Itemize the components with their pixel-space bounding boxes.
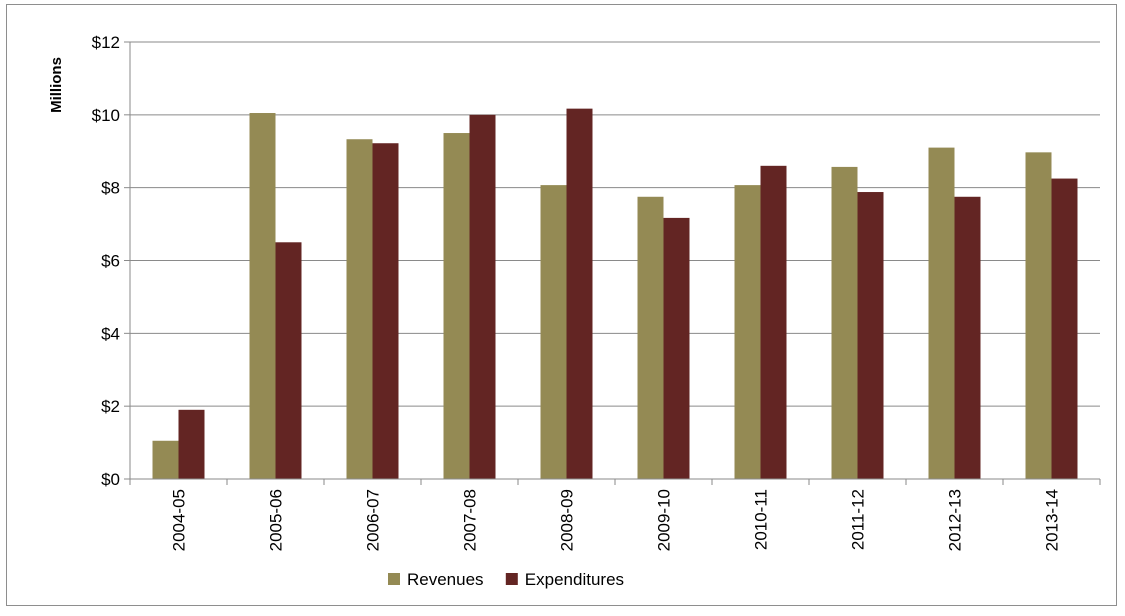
bar-expenditures: [275, 242, 302, 479]
bar-expenditures: [372, 143, 399, 479]
bar-revenues: [637, 196, 664, 480]
legend-swatch-revenues: [388, 573, 400, 585]
bar-revenues: [152, 440, 179, 479]
legend: Revenues Expenditures: [388, 570, 624, 589]
y-tick-label: $4: [101, 324, 120, 343]
bar-expenditures: [760, 165, 787, 480]
bar-revenues: [443, 133, 470, 479]
x-tick-label: 2007-08: [461, 489, 480, 551]
x-tick-labels: 2004-05 2005-06 2006-07 2007-08 2008-09 2009-…: [170, 489, 1062, 551]
y-tick-label: $10: [92, 106, 120, 125]
bar-revenues: [540, 185, 567, 479]
bar-expenditures: [954, 196, 981, 480]
x-tick-label: 2011-12: [849, 489, 868, 550]
y-axis-label: Millions: [48, 57, 65, 113]
bar-revenues: [346, 139, 373, 480]
x-tick-label: 2008-09: [558, 489, 577, 551]
bar-expenditures: [178, 409, 205, 479]
bar-expenditures: [469, 114, 496, 479]
y-tick-label: $12: [92, 33, 120, 52]
bar-revenues: [1025, 152, 1052, 479]
legend-label-expenditures: Expenditures: [525, 570, 624, 589]
x-tick-label: 2005-06: [267, 489, 286, 551]
bars: [152, 108, 1078, 480]
legend-swatch-expenditures: [505, 573, 518, 585]
bar-expenditures: [1051, 178, 1078, 479]
bar-revenues: [734, 185, 761, 479]
x-tick-label: 2009-10: [655, 489, 674, 551]
y-tick-label: $0: [101, 470, 120, 489]
bar-expenditures: [566, 108, 593, 479]
legend-label-revenues: Revenues: [407, 570, 484, 589]
axes: [129, 42, 1101, 485]
x-tick-label: 2006-07: [364, 489, 383, 551]
bar-revenues: [928, 147, 955, 479]
x-tick-label: 2004-05: [170, 489, 189, 551]
y-tick-label: $2: [101, 397, 120, 416]
bar-revenues: [249, 113, 276, 479]
bar-revenues: [831, 166, 858, 479]
x-tick-label: 2012-13: [946, 489, 965, 551]
y-tick-label: $8: [101, 179, 120, 198]
bar-expenditures: [663, 217, 690, 479]
x-tick-label: 2013-14: [1043, 489, 1062, 551]
x-tick-label: 2010-11: [752, 489, 771, 550]
y-tick-labels: $0 $2 $4 $6 $8 $10 $12: [92, 33, 120, 489]
bar-expenditures: [857, 192, 884, 479]
y-tick-label: $6: [101, 252, 120, 271]
